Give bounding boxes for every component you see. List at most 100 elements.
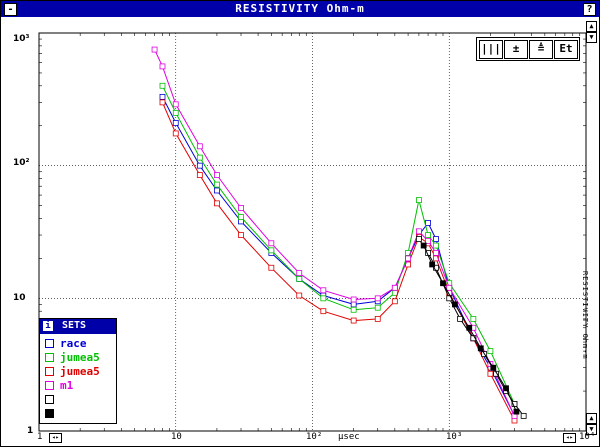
bars-icon[interactable]: ||| [479,40,503,59]
data-point-3 [433,250,439,256]
legend-item-m1[interactable]: m1 [45,379,73,393]
data-point-3 [425,238,431,245]
data-point-3 [159,63,166,70]
triangle-up-icon [45,338,54,348]
scroll-up-icon[interactable]: ▲ [586,21,597,32]
chart-toolbar: ||| ± ≜ Et [476,37,580,61]
data-point-1 [196,154,203,161]
legend-item-race[interactable]: race [45,337,87,351]
y-tick-10: 10 [13,293,26,303]
data-point-0 [350,301,357,308]
data-point-5 [513,408,520,415]
data-point-1 [433,242,439,249]
data-point-2 [487,370,494,377]
data-point-3 [172,101,179,108]
data-point-2 [172,130,179,137]
data-point-2 [296,292,303,299]
data-point-5 [466,324,473,331]
data-point-3 [238,205,244,211]
data-point-1 [296,276,303,282]
data-point-3 [350,296,357,303]
data-point-2 [374,315,381,322]
data-point-3 [391,284,398,291]
data-point-0 [159,93,166,100]
data-point-5 [477,345,484,352]
legend-item-label: race [60,337,87,350]
x-scroll-left-icon[interactable]: ◂▸ [49,433,62,443]
data-point-5 [420,242,427,249]
scroll-down-bottom-icon[interactable]: ▼ [586,424,597,435]
data-point-2 [159,99,166,106]
triangle-down-icon [45,366,54,376]
x-tick-1000: 10³ [446,432,463,442]
x-tick-10000: 10⁴ [579,432,596,442]
data-point-3 [405,255,411,262]
plus-minus-icon[interactable]: ± [504,40,528,59]
data-point-0 [214,187,220,194]
data-point-3 [416,228,422,235]
data-point-3 [296,270,303,276]
data-point-5 [429,261,436,268]
scroll-down-icon[interactable]: ▼ [586,32,597,43]
data-point-4 [457,315,463,322]
x-tick-10: 10 [171,432,182,442]
data-point-0 [425,220,431,226]
legend-item-jumea5-red[interactable]: jumea5 [45,365,100,379]
data-point-3 [196,143,203,150]
info-icon[interactable]: i [43,321,53,331]
data-point-1 [268,247,275,254]
equals-icon [45,380,54,390]
legend-item-5[interactable] [45,393,60,407]
data-point-0 [433,236,439,242]
legend-item-label: jumea5 [60,351,100,364]
data-point-2 [268,264,275,271]
filled-square-icon [45,408,54,418]
x-tick-100: 10² [306,432,323,442]
data-point-1 [487,348,494,355]
data-point-5 [440,280,446,287]
chart-plot [38,32,587,432]
data-point-0 [196,162,203,169]
data-point-3 [320,287,327,294]
title-bar: - RESISTIVITY Ohm-m ? [1,1,599,17]
data-point-1 [214,181,220,188]
legend-item-jumea5-green[interactable]: jumea5 [45,351,100,365]
y-tick-1000: 10³ [13,34,30,44]
scale-icon[interactable]: ≜ [529,40,553,59]
data-point-3 [446,284,453,291]
legend-header: i SETS [40,319,116,334]
edit-text-icon[interactable]: Et [554,40,578,59]
data-point-2 [391,298,398,305]
square-icon [45,394,54,404]
series-line-0 [162,96,515,417]
data-point-1 [425,232,431,238]
data-point-1 [470,315,477,322]
data-point-1 [320,295,327,302]
legend-item-6[interactable] [45,407,60,421]
series-line-3 [154,49,515,417]
legend-title: SETS [62,320,87,331]
series-line-2 [162,102,515,421]
x-axis-label: μsec [338,432,360,442]
data-point-1 [238,214,244,220]
series-line-1 [162,85,515,405]
scroll-up-bottom-icon[interactable]: ▲ [586,413,597,424]
legend-item-label: m1 [60,379,74,392]
data-point-3 [374,295,381,302]
y-axis-label-right: RESISTIVITY Ohm-m [581,271,589,360]
data-point-3 [268,240,275,247]
legend-box[interactable]: i SETS race jumea5 jumea5 m1 [39,318,117,424]
help-button[interactable]: ? [583,3,596,16]
data-point-2 [320,308,327,315]
x-scroll-right-icon[interactable]: ◂▸ [563,433,576,443]
data-point-4 [416,236,422,242]
data-point-1 [350,306,357,313]
x-tick-1: 1 [37,432,43,442]
data-point-4 [520,412,527,419]
data-point-2 [238,232,244,238]
plus-icon [45,352,54,362]
data-point-3 [214,172,220,178]
data-point-3 [151,46,158,53]
system-menu-button[interactable]: - [4,3,17,16]
